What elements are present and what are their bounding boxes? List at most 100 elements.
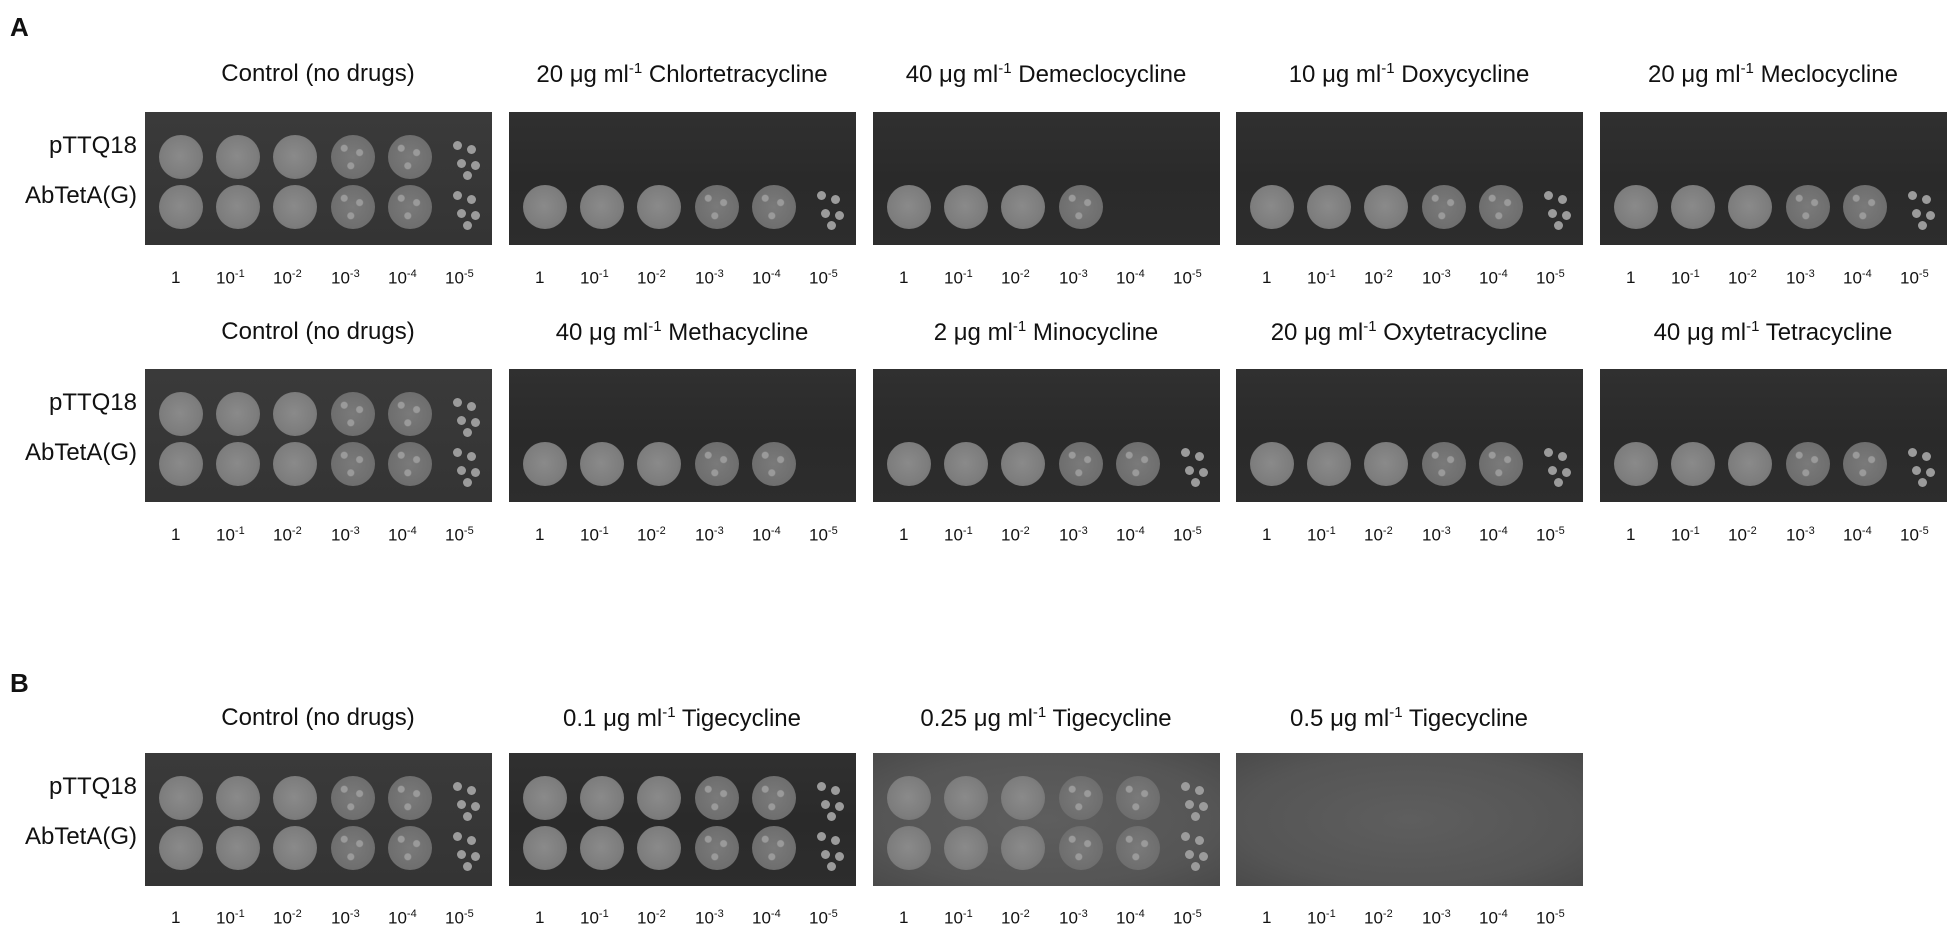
growth-spot	[331, 826, 375, 870]
dilution-base: 1	[535, 268, 545, 287]
dilution-label: 10-3	[695, 908, 724, 929]
plate-title-text: 20 μg ml	[1270, 319, 1364, 346]
plate-title-5: 20 μg ml-1 Meclocycline	[1588, 60, 1950, 89]
colony	[1912, 209, 1921, 218]
dilution-base: 10	[216, 268, 235, 288]
colony	[1181, 448, 1190, 457]
dilution-exponent: -3	[349, 525, 360, 537]
growth-spot	[580, 442, 624, 486]
dilution-exponent: -5	[1918, 525, 1929, 537]
plate-title-6: Control (no drugs)	[133, 318, 503, 346]
colony	[817, 782, 826, 791]
colony	[457, 416, 466, 425]
dilution-label: 10-4	[1843, 268, 1872, 289]
colony	[457, 850, 466, 859]
colony	[471, 468, 480, 477]
dilution-base: 10	[809, 268, 828, 288]
dilution-base: 10	[1001, 268, 1020, 288]
growth-spot	[331, 392, 375, 436]
dilution-exponent: -3	[713, 525, 724, 537]
plate-title-9: 20 μg ml-1 Oxytetracycline	[1224, 318, 1594, 347]
plate-title-text: 0.1 μg ml	[563, 705, 663, 732]
colony	[463, 478, 472, 487]
dilution-exponent: -1	[962, 908, 973, 920]
growth-spot	[1843, 442, 1887, 486]
dilution-base: 10	[388, 525, 407, 545]
dilution-label: 10-4	[388, 908, 417, 929]
growth-spot	[1001, 776, 1045, 820]
growth-spot	[637, 826, 681, 870]
colony	[835, 852, 844, 861]
colony	[453, 782, 462, 791]
growth-spot	[273, 135, 317, 179]
dilution-label: 10-1	[216, 908, 245, 929]
dilution-base: 10	[1307, 525, 1326, 545]
growth-spot	[1671, 442, 1715, 486]
dilution-label: 10-4	[1116, 268, 1145, 289]
plate-title-8: 2 μg ml-1 Minocycline	[861, 318, 1231, 347]
dilution-label: 10-1	[580, 268, 609, 289]
growth-spot	[216, 826, 260, 870]
plate-title-text: 2 μg ml	[933, 319, 1013, 346]
colony	[463, 171, 472, 180]
plate-title-sup: -1	[628, 60, 643, 77]
colony	[821, 850, 830, 859]
colony	[453, 832, 462, 841]
colony	[1548, 466, 1557, 475]
dilution-exponent: -4	[770, 908, 781, 920]
dilution-label: 10-1	[944, 908, 973, 929]
growth-spot	[1786, 442, 1830, 486]
colony	[1548, 209, 1557, 218]
dilution-base: 10	[216, 908, 235, 928]
dilution-exponent: -4	[1497, 525, 1508, 537]
growth-spot	[1250, 185, 1294, 229]
growth-spot	[388, 392, 432, 436]
dilution-label: 10-5	[445, 268, 474, 289]
dilution-exponent: -2	[1746, 525, 1757, 537]
dilution-exponent: -1	[598, 908, 609, 920]
growth-spot	[1671, 185, 1715, 229]
dilution-base: 10	[331, 268, 350, 288]
dilution-exponent: -5	[827, 525, 838, 537]
dilution-base: 10	[1116, 268, 1135, 288]
dilution-label: 1	[171, 268, 180, 288]
dilution-exponent: -3	[1077, 268, 1088, 280]
dilution-label: 10-4	[388, 525, 417, 546]
colony	[817, 191, 826, 200]
dilution-label: 10-2	[273, 525, 302, 546]
plate-image-12	[509, 753, 856, 886]
colony	[1199, 468, 1208, 477]
growth-spot	[1728, 442, 1772, 486]
dilution-base: 10	[944, 525, 963, 545]
dilution-exponent: -5	[463, 908, 474, 920]
dilution-label: 10-2	[637, 525, 666, 546]
dilution-base: 10	[445, 908, 464, 928]
growth-spot	[637, 776, 681, 820]
dilution-label: 10-2	[1364, 525, 1393, 546]
growth-spot	[887, 442, 931, 486]
dilution-base: 10	[695, 525, 714, 545]
dilution-base: 10	[1786, 525, 1805, 545]
growth-spot	[159, 442, 203, 486]
dilution-base: 10	[1116, 525, 1135, 545]
growth-spot	[159, 776, 203, 820]
dilution-label: 10-3	[695, 268, 724, 289]
dilution-label: 10-4	[1479, 268, 1508, 289]
dilution-base: 10	[1307, 268, 1326, 288]
dilution-exponent: -3	[1440, 268, 1451, 280]
dilution-label: 1	[1262, 525, 1271, 545]
plate-image-6	[145, 369, 492, 502]
dilution-label: 1	[1626, 268, 1635, 288]
colony	[1191, 812, 1200, 821]
dilution-label: 10-3	[1786, 525, 1815, 546]
dilution-exponent: -3	[1804, 525, 1815, 537]
dilution-label: 10-2	[1001, 525, 1030, 546]
dilution-exponent: -2	[291, 268, 302, 280]
dilution-label: 10-4	[1116, 908, 1145, 929]
colony	[835, 802, 844, 811]
growth-spot	[1059, 185, 1103, 229]
colony	[467, 195, 476, 204]
growth-spot	[273, 185, 317, 229]
dilution-exponent: -3	[1440, 525, 1451, 537]
plate-title-sup: -1	[1032, 704, 1047, 721]
